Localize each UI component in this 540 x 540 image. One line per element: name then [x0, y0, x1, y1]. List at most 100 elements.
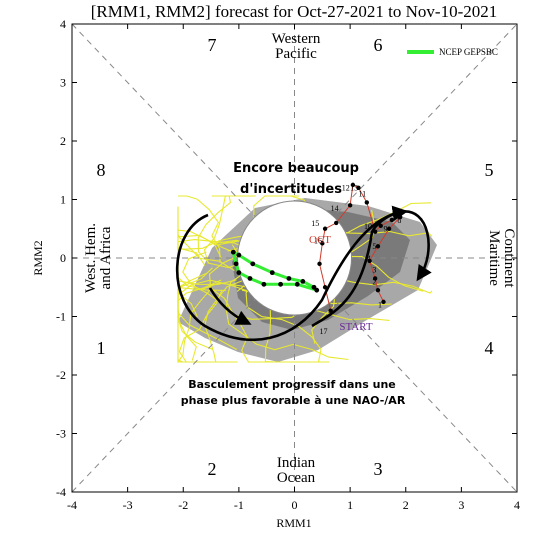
day-label: 15	[311, 219, 319, 228]
annotation-top-line2: d'incertitudes	[240, 182, 342, 197]
mean-point	[278, 281, 283, 287]
mean-point	[247, 276, 253, 281]
day-label: 1	[378, 301, 382, 310]
phase-5-label: 5	[485, 160, 494, 180]
day-label: 3	[372, 266, 376, 275]
y-tick-label: -4	[56, 485, 66, 499]
mean-point	[230, 249, 236, 255]
phase-4-label: 4	[485, 338, 494, 358]
x-axis-ticks: -4 -3 -2 -1 0 1 2 3 4	[67, 24, 520, 512]
region-labels: Western Pacific Indian Ocean West. Hem. …	[83, 31, 517, 486]
observed-point	[381, 299, 386, 305]
mean-point	[311, 284, 317, 290]
observed-track	[318, 184, 401, 311]
observed-point	[386, 226, 392, 231]
x-tick-label: 4	[514, 498, 520, 512]
oct-month-label: OCT	[309, 234, 331, 246]
region-top-line2: Pacific	[275, 46, 317, 62]
x-tick-label: 2	[403, 498, 409, 512]
observed-point	[347, 203, 353, 208]
region-top-line1: Western	[272, 31, 321, 47]
legend: NCEP GEPSBC	[407, 47, 498, 57]
x-tick-label: -1	[234, 498, 244, 512]
region-bottom-line1: Indian	[277, 455, 316, 471]
ensemble-member-line	[197, 195, 258, 269]
x-axis-label: RMM1	[276, 516, 311, 530]
outer-loop-arrow	[175, 210, 432, 342]
day-label: 5	[372, 242, 376, 251]
day-label: 11	[358, 190, 366, 199]
y-tick-label: 4	[60, 17, 66, 31]
inner-lower-arrow	[208, 287, 252, 325]
ensemble-member-line	[177, 218, 235, 271]
ensemble-mean-track	[231, 249, 318, 292]
region-bottom-line2: Ocean	[277, 470, 316, 486]
x-tick-label: -3	[123, 498, 133, 512]
annotation-top: Encore beaucoup d'incertitudes	[233, 161, 359, 197]
y-tick-label: 3	[60, 76, 66, 90]
chart-title: [RMM1, RMM2] forecast for Oct-27-2021 to…	[91, 2, 498, 21]
region-right-line2: Continent	[501, 228, 517, 288]
day-label: 16	[314, 236, 322, 245]
mean-point	[236, 270, 242, 276]
y-tick-label: -3	[56, 427, 66, 441]
observed-point	[334, 220, 339, 226]
day-label: 17	[320, 327, 328, 336]
phase-3-label: 3	[374, 459, 383, 479]
unit-circle	[237, 200, 352, 316]
observed-point	[356, 185, 361, 190]
observed-point	[375, 287, 381, 293]
day-label: 4	[367, 254, 371, 263]
day-label: 12	[342, 184, 350, 193]
day-label: 9	[384, 225, 388, 234]
observed-point	[317, 261, 322, 267]
y-tick-label: -1	[56, 310, 66, 324]
y-tick-label: 2	[60, 134, 66, 148]
mean-point	[300, 279, 306, 284]
ensemble-mean-points	[230, 249, 320, 293]
mean-point	[286, 276, 292, 281]
x-tick-label: 3	[458, 498, 464, 512]
observed-point	[375, 244, 381, 249]
y-tick-label: 1	[60, 193, 66, 207]
annotation-bottom: Basculement progressif dans une phase pl…	[181, 378, 406, 407]
y-tick-label: 0	[60, 251, 66, 265]
observed-point	[322, 285, 328, 290]
observed-point	[372, 276, 378, 281]
phase-1-label: 1	[97, 338, 106, 358]
day-label: 8	[397, 216, 401, 225]
observed-point	[378, 223, 383, 229]
observed-point	[320, 241, 325, 246]
mean-point	[233, 261, 239, 267]
observed-point	[328, 308, 333, 313]
mean-point	[294, 281, 300, 287]
phase-7-label: 7	[208, 35, 217, 55]
legend-label: NCEP GEPSBC	[439, 47, 498, 57]
start-label: START	[339, 321, 373, 333]
mean-point	[250, 261, 256, 267]
day-label: 2	[372, 277, 376, 286]
y-tick-label: -2	[56, 368, 66, 382]
observed-point	[364, 200, 370, 205]
annotation-arrows	[175, 205, 432, 342]
mean-point	[236, 252, 242, 258]
annotation-top-line1: Encore beaucoup	[233, 161, 359, 176]
x-tick-label: 1	[347, 498, 353, 512]
y-axis-label: RMM2	[31, 240, 45, 275]
day-label: 14	[331, 204, 339, 213]
region-left-line1: West. Hem.	[83, 223, 99, 293]
ensemble-member-line	[178, 290, 232, 363]
inner-upper-arrow	[311, 205, 409, 328]
phase-numbers: 7 6 8 5 1 4 2 3	[97, 35, 494, 479]
observed-point	[389, 217, 395, 223]
x-tick-label: 0	[292, 498, 298, 512]
phase-8-label: 8	[97, 160, 106, 180]
region-right-line1: Maritime	[486, 230, 502, 286]
mean-point	[261, 281, 267, 287]
annotation-bottom-line1: Basculement progressif dans une	[188, 378, 396, 391]
phase-6-label: 6	[374, 35, 383, 55]
x-tick-label: -4	[67, 498, 77, 512]
